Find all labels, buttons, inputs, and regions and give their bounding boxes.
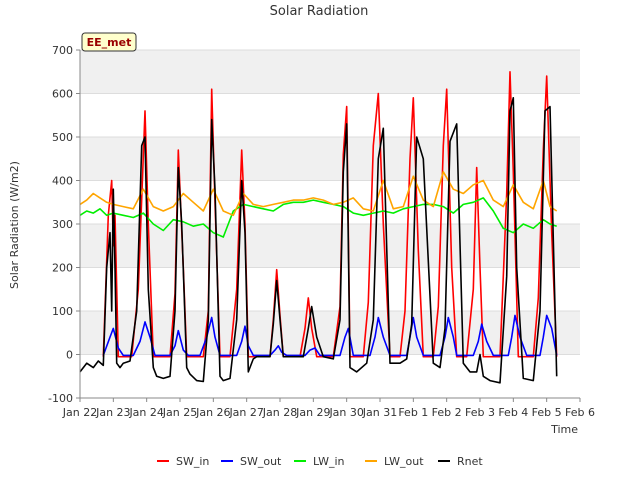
grid-band — [80, 267, 580, 311]
station-label: EE_met — [87, 36, 132, 49]
x-tick-label: Feb 1 — [398, 406, 428, 419]
x-tick-label: Jan 29 — [295, 406, 330, 419]
station-label-box: EE_met — [81, 32, 137, 52]
series-line-rnet — [79, 97, 558, 384]
station-label-background — [81, 32, 137, 52]
x-tick-label: Jan 23 — [95, 406, 130, 419]
x-tick-label: Jan 28 — [262, 406, 297, 419]
y-tick-label: 400 — [52, 175, 73, 188]
legend-label: LW_in — [313, 455, 345, 468]
y-tick-labels: -100 0 100 200 300 400 500 600 700 — [48, 44, 80, 405]
legend-label: SW_out — [240, 455, 282, 468]
x-tick-label: Jan 27 — [228, 406, 263, 419]
grid-band — [80, 93, 580, 137]
legend-label: LW_out — [384, 455, 424, 468]
x-tick-label: Jan 22 — [62, 406, 97, 419]
series-line-sw-out — [102, 314, 558, 357]
y-tick-label: 300 — [52, 218, 73, 231]
y-tick-label: -100 — [48, 392, 73, 405]
x-tick-label: Feb 6 — [565, 406, 595, 419]
y-tick-label: 700 — [52, 44, 73, 57]
legend-label: Rnet — [457, 455, 483, 468]
x-tick-label: Feb 3 — [465, 406, 495, 419]
chart-title: Solar Radiation — [270, 4, 369, 19]
y-tick-label: 600 — [52, 88, 73, 101]
grid-band — [80, 311, 580, 355]
y-tick-label: 200 — [52, 262, 73, 275]
series-lines — [79, 71, 558, 384]
y-tick-label: 0 — [66, 349, 73, 362]
x-tick-label: Jan 30 — [328, 406, 363, 419]
y-tick-label: 100 — [52, 305, 73, 318]
y-axis-label: Solar Radiation (W/m2) — [8, 161, 21, 289]
grid-band — [80, 50, 580, 94]
x-tick-label: Jan 31 — [362, 406, 397, 419]
x-tick-label: Feb 4 — [498, 406, 528, 419]
legend: SW_in SW_out LW_in LW_out Rnet — [157, 455, 483, 468]
x-tick-label: Feb 5 — [532, 406, 562, 419]
grid-band — [80, 354, 580, 398]
series-line-sw-in — [102, 71, 558, 358]
x-tick-label: Feb 2 — [432, 406, 462, 419]
x-tick-label: Jan 24 — [128, 406, 163, 419]
x-tick-label: Jan 25 — [162, 406, 197, 419]
y-tick-label: 500 — [52, 131, 73, 144]
legend-label: SW_in — [176, 455, 209, 468]
x-axis-label: Time — [550, 423, 578, 436]
x-tick-label: Jan 26 — [195, 406, 230, 419]
grid-band — [80, 137, 580, 181]
